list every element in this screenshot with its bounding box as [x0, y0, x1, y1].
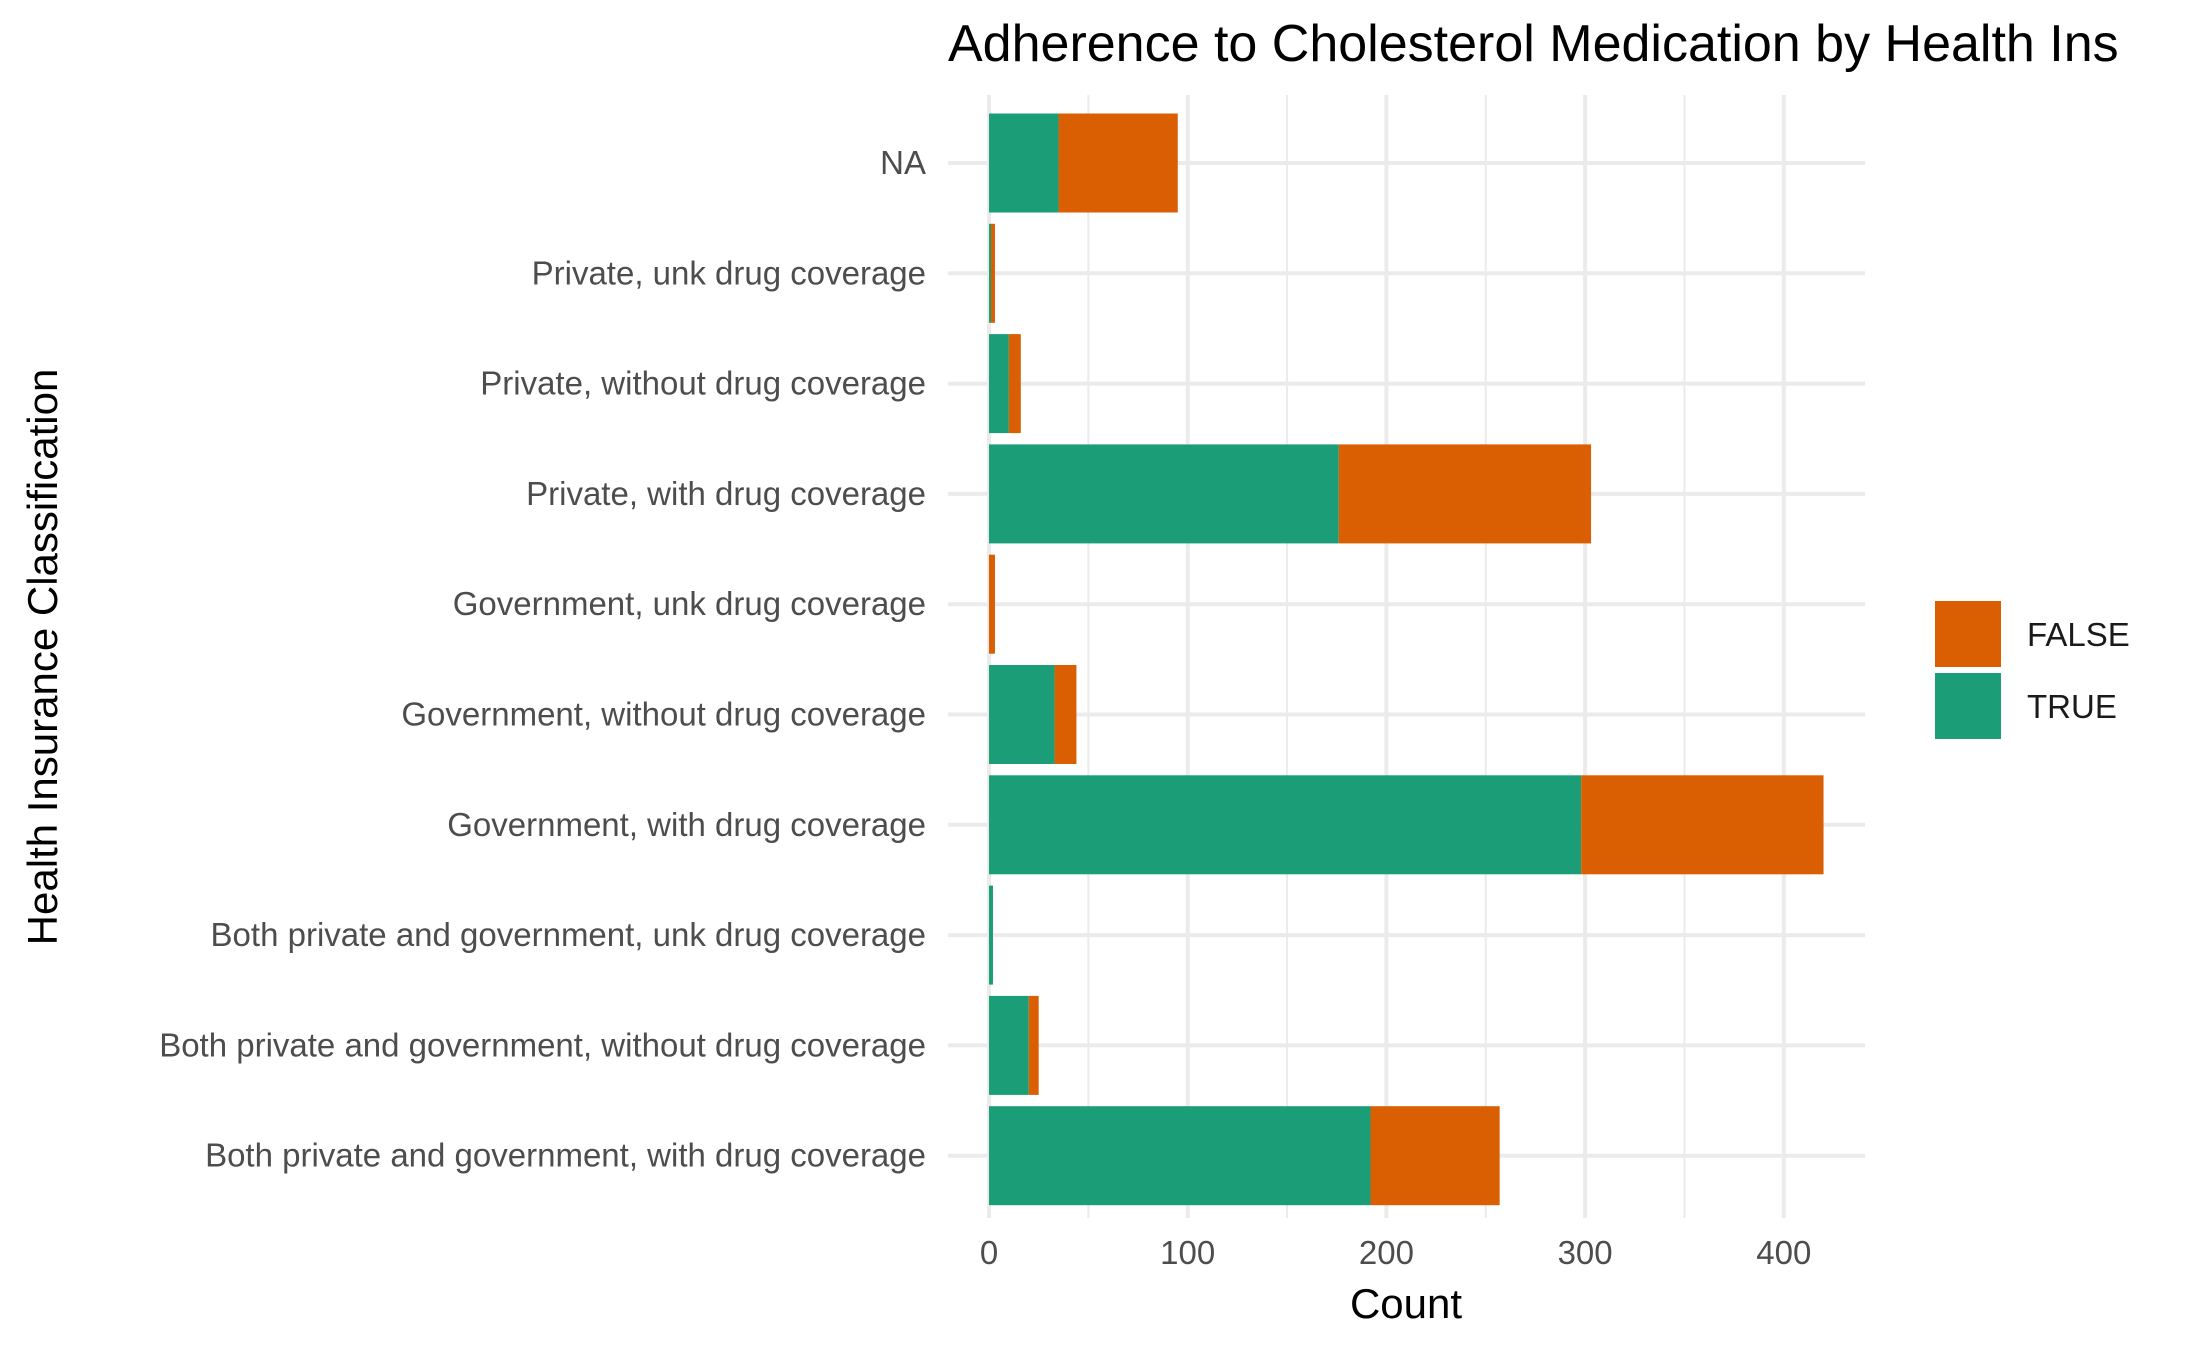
bar-false-government-unk-drug-coverage — [989, 555, 995, 654]
bar-true-private-without-drug-coverage — [989, 334, 1009, 433]
bar-true-na — [989, 114, 1059, 213]
bar-true-both-private-and-government-with-drug-coverage — [989, 1106, 1371, 1205]
y-tick-label: Private, without drug coverage — [480, 365, 926, 402]
bar-false-private-without-drug-coverage — [1009, 334, 1021, 433]
legend-label-false: FALSE — [2027, 616, 2130, 653]
x-tick-label: 300 — [1558, 1234, 1613, 1271]
legend-label-true: TRUE — [2027, 688, 2117, 725]
y-tick-label: NA — [880, 144, 926, 181]
legend-key-false — [1935, 601, 2001, 667]
bar-true-private-unk-drug-coverage — [989, 224, 991, 323]
bar-false-both-private-and-government-without-drug-coverage — [1029, 996, 1039, 1095]
x-tick-label: 0 — [980, 1234, 998, 1271]
grid-layer — [948, 95, 1865, 1218]
bar-true-government-without-drug-coverage — [989, 665, 1055, 764]
bar-layer — [989, 114, 1824, 1206]
y-tick-label: Both private and government, with drug c… — [205, 1137, 926, 1174]
x-tick-label: 200 — [1359, 1234, 1414, 1271]
y-tick-label: Both private and government, without dru… — [159, 1026, 926, 1063]
x-tick-labels: 0 100 200 300 400 — [980, 1234, 1812, 1271]
bar-true-private-with-drug-coverage — [989, 444, 1339, 543]
y-tick-label: Private, with drug coverage — [526, 475, 926, 512]
bar-false-government-without-drug-coverage — [1055, 665, 1077, 764]
bar-true-government-with-drug-coverage — [989, 775, 1581, 874]
y-tick-label: Both private and government, unk drug co… — [211, 916, 926, 953]
bar-false-na — [1059, 114, 1178, 213]
y-tick-labels: NA Private, unk drug coverage Private, wit… — [159, 144, 926, 1174]
x-tick-label: 400 — [1756, 1234, 1811, 1271]
y-axis-title: Health Insurance Classification — [19, 369, 66, 946]
legend-key-true — [1935, 673, 2001, 739]
y-tick-label: Private, unk drug coverage — [532, 254, 926, 291]
bar-false-both-private-and-government-with-drug-coverage — [1371, 1106, 1500, 1205]
y-tick-label: Government, with drug coverage — [447, 806, 926, 843]
chart-title: Adherence to Cholesterol Medication by H… — [948, 15, 2119, 73]
x-axis-title: Count — [1350, 1280, 1462, 1327]
bar-true-both-private-and-government-unk-drug-coverage — [989, 886, 993, 985]
legend: FALSE TRUE — [1935, 601, 2130, 739]
y-tick-label: Government, unk drug coverage — [453, 585, 926, 622]
bar-false-private-unk-drug-coverage — [991, 224, 995, 323]
bar-false-private-with-drug-coverage — [1339, 444, 1591, 543]
bar-true-both-private-and-government-without-drug-coverage — [989, 996, 1029, 1095]
x-tick-label: 100 — [1160, 1234, 1215, 1271]
bar-false-government-with-drug-coverage — [1581, 775, 1823, 874]
y-tick-label: Government, without drug coverage — [401, 696, 926, 733]
